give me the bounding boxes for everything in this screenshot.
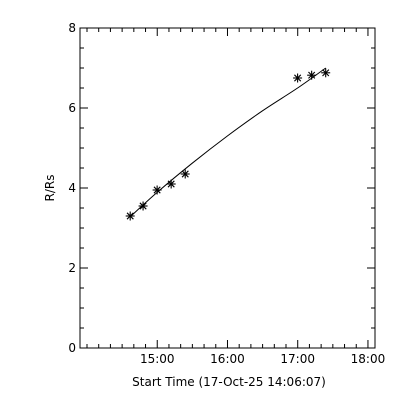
asterisk-data-point [321, 68, 331, 78]
data-points [125, 68, 331, 221]
axis-ticks [80, 27, 375, 349]
y-tick-labels: 0 2 4 6 8 [68, 21, 76, 355]
asterisk-data-point [307, 70, 317, 80]
plot-frame [79, 27, 376, 349]
y-tick-label: 0 [68, 341, 76, 355]
asterisk-data-point [125, 211, 135, 221]
y-tick-label: 4 [68, 181, 76, 195]
fit-curve [129, 67, 326, 218]
asterisk-data-point [152, 185, 162, 195]
asterisk-data-point [180, 169, 190, 179]
y-tick-label: 6 [68, 101, 76, 115]
asterisk-data-point [166, 179, 176, 189]
x-axis-label: Start Time (17-Oct-25 14:06:07) [132, 375, 326, 389]
asterisk-data-point [293, 73, 303, 83]
y-tick-label: 8 [68, 21, 76, 35]
y-axis-label: R/Rs [43, 175, 57, 202]
y-tick-label: 2 [68, 261, 76, 275]
asterisk-data-point [138, 201, 148, 211]
x-tick-label: 16:00 [210, 352, 245, 366]
x-tick-label: 18:00 [351, 352, 386, 366]
x-tick-label: 15:00 [140, 352, 175, 366]
x-tick-labels: 15:00 16:00 17:00 18:00 [140, 352, 385, 366]
x-tick-label: 17:00 [280, 352, 315, 366]
